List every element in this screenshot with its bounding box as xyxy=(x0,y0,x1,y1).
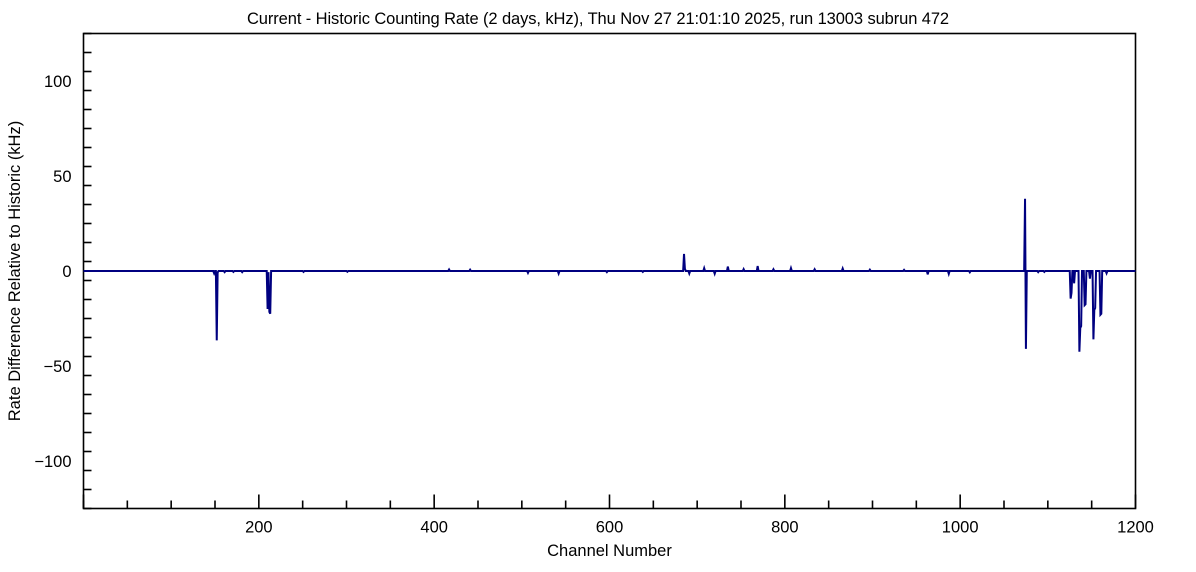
x-axis-tick-label: 600 xyxy=(596,519,624,537)
x-axis-tick-label: 1200 xyxy=(1117,519,1154,537)
x-axis-tick-label: 1000 xyxy=(942,519,979,537)
y-axis-tick-label: −100 xyxy=(34,453,71,471)
x-axis-tick-label: 200 xyxy=(245,519,273,537)
y-axis-tick-label: 100 xyxy=(44,73,72,91)
y-axis-tick-label: 50 xyxy=(53,168,71,186)
chart-title: Current - Historic Counting Rate (2 days… xyxy=(246,10,950,28)
y-axis-tick-label: 0 xyxy=(62,263,71,281)
y-axis-title: Rate Difference Relative to Historic (kH… xyxy=(6,121,24,421)
data-series-line xyxy=(83,198,1136,352)
x-axis-tick-label: 800 xyxy=(771,519,799,537)
x-axis-title: Channel Number xyxy=(547,542,672,560)
y-axis-tick-label: −50 xyxy=(44,358,72,376)
x-axis-tick-label: 400 xyxy=(420,519,448,537)
